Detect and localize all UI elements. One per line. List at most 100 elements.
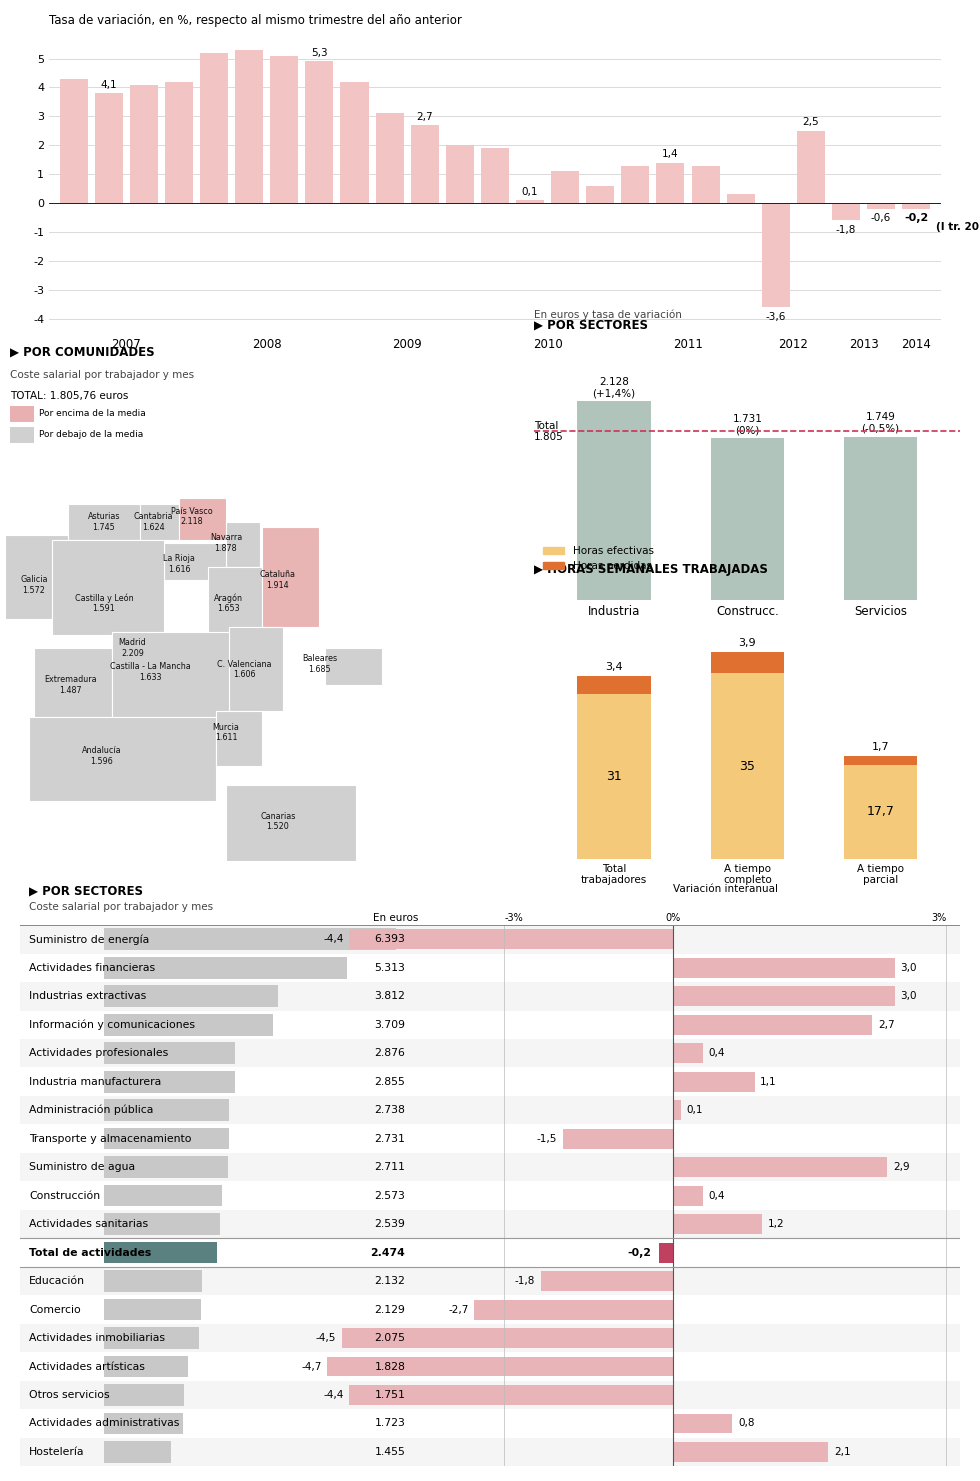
Text: Variación interanual: Variación interanual — [672, 884, 778, 895]
Text: 3%: 3% — [931, 914, 947, 923]
Text: En euros y tasa de variación: En euros y tasa de variación — [534, 310, 682, 320]
Bar — [411, 124, 439, 203]
Text: TOTAL: 1.805,76 euros: TOTAL: 1.805,76 euros — [11, 391, 128, 400]
Text: En euros: En euros — [373, 914, 418, 923]
Text: Navarra
1.878: Navarra 1.878 — [210, 533, 242, 552]
Bar — [20, 982, 960, 1010]
Text: Cantabria
1.624: Cantabria 1.624 — [133, 512, 173, 532]
Bar — [165, 81, 193, 203]
Bar — [349, 930, 673, 949]
Text: -0,6: -0,6 — [871, 213, 891, 224]
Bar — [563, 1129, 673, 1149]
Polygon shape — [140, 504, 179, 541]
Text: -4,4: -4,4 — [323, 1391, 344, 1400]
Text: 2.711: 2.711 — [374, 1163, 406, 1171]
Bar — [541, 1271, 673, 1291]
Text: 1.828: 1.828 — [374, 1361, 406, 1371]
Bar — [104, 1413, 183, 1434]
Text: Suministro de agua: Suministro de agua — [29, 1163, 135, 1171]
Text: 2.539: 2.539 — [374, 1219, 406, 1229]
Text: 1,4: 1,4 — [662, 150, 679, 158]
Text: 3.709: 3.709 — [374, 1020, 406, 1029]
Bar — [577, 695, 651, 859]
Text: Canarias
1.520: Canarias 1.520 — [261, 812, 296, 831]
Bar — [515, 200, 544, 203]
Bar — [20, 1096, 960, 1124]
Text: -4,5: -4,5 — [316, 1333, 336, 1343]
Text: 3,4: 3,4 — [606, 662, 623, 672]
Text: Coste salarial por trabajador y mes: Coste salarial por trabajador y mes — [11, 370, 194, 379]
Polygon shape — [226, 785, 356, 860]
Text: -4,4: -4,4 — [323, 935, 344, 945]
Bar — [659, 1243, 673, 1263]
Text: 1,1: 1,1 — [760, 1077, 777, 1087]
Text: 2.075: 2.075 — [374, 1333, 406, 1343]
Bar — [673, 958, 895, 977]
Text: -1,5: -1,5 — [537, 1133, 558, 1143]
Bar — [673, 1214, 761, 1234]
Text: -1,8: -1,8 — [836, 225, 857, 235]
Bar — [104, 1099, 229, 1121]
Bar — [104, 1271, 202, 1291]
Text: 3,0: 3,0 — [901, 991, 916, 1001]
Bar — [844, 755, 917, 766]
Text: Andalucía
1.596: Andalucía 1.596 — [81, 746, 122, 766]
Bar — [20, 954, 960, 982]
Polygon shape — [228, 626, 283, 711]
Bar — [104, 1043, 235, 1063]
Bar — [104, 1157, 228, 1177]
Text: 5,3: 5,3 — [311, 47, 327, 58]
Text: 2.128
(+1,4%): 2.128 (+1,4%) — [593, 378, 636, 398]
Text: Por debajo de la media: Por debajo de la media — [39, 429, 143, 438]
Bar — [20, 926, 960, 954]
Bar — [349, 1385, 673, 1405]
Text: Transporte y almacenamiento: Transporte y almacenamiento — [29, 1133, 191, 1143]
Legend: Horas efectivas, Horas perdidas: Horas efectivas, Horas perdidas — [539, 542, 658, 575]
Polygon shape — [226, 521, 260, 567]
Text: 2,7: 2,7 — [878, 1020, 895, 1029]
Text: Murcia
1.611: Murcia 1.611 — [213, 723, 239, 742]
Bar — [20, 1210, 960, 1238]
Text: 0,4: 0,4 — [709, 1191, 725, 1201]
Text: ▶ POR COMUNIDADES: ▶ POR COMUNIDADES — [11, 347, 155, 358]
Text: 2,1: 2,1 — [834, 1447, 851, 1457]
Bar — [621, 166, 650, 203]
Text: 0,1: 0,1 — [521, 187, 538, 197]
Bar — [60, 78, 87, 203]
Text: 0,8: 0,8 — [738, 1419, 755, 1429]
Bar — [104, 1327, 199, 1349]
Text: 35: 35 — [739, 760, 756, 773]
Polygon shape — [179, 498, 226, 541]
Bar — [20, 1324, 960, 1352]
Bar — [797, 130, 825, 203]
Bar — [867, 203, 895, 209]
Text: 2.731: 2.731 — [374, 1133, 406, 1143]
Bar — [104, 985, 278, 1007]
Text: 3.812: 3.812 — [374, 991, 406, 1001]
Bar — [832, 203, 860, 221]
Bar — [104, 957, 347, 979]
Bar — [20, 1152, 960, 1182]
Polygon shape — [164, 544, 226, 581]
Text: País Vasco
2.118: País Vasco 2.118 — [172, 507, 213, 526]
Text: Hostelería: Hostelería — [29, 1447, 84, 1457]
Bar — [577, 401, 651, 600]
Text: Educación: Educación — [29, 1277, 85, 1286]
Text: 0%: 0% — [665, 914, 681, 923]
Bar — [20, 1124, 960, 1152]
Text: 2.573: 2.573 — [374, 1191, 406, 1201]
Text: Actividades inmobiliarias: Actividades inmobiliarias — [29, 1333, 165, 1343]
Text: Actividades profesionales: Actividades profesionales — [29, 1049, 169, 1059]
Text: -3%: -3% — [504, 914, 523, 923]
Text: Total
1.805: Total 1.805 — [534, 421, 563, 443]
Bar — [673, 1014, 872, 1035]
Bar — [710, 672, 784, 859]
Bar — [375, 114, 404, 203]
Text: 1.731
(0%): 1.731 (0%) — [732, 415, 762, 435]
Polygon shape — [52, 541, 164, 635]
Bar — [104, 1299, 202, 1321]
Text: 2.855: 2.855 — [374, 1077, 406, 1087]
Text: Administración pública: Administración pública — [29, 1105, 154, 1115]
Bar — [673, 1043, 703, 1063]
Text: Coste salarial por trabajador y mes: Coste salarial por trabajador y mes — [29, 902, 213, 912]
